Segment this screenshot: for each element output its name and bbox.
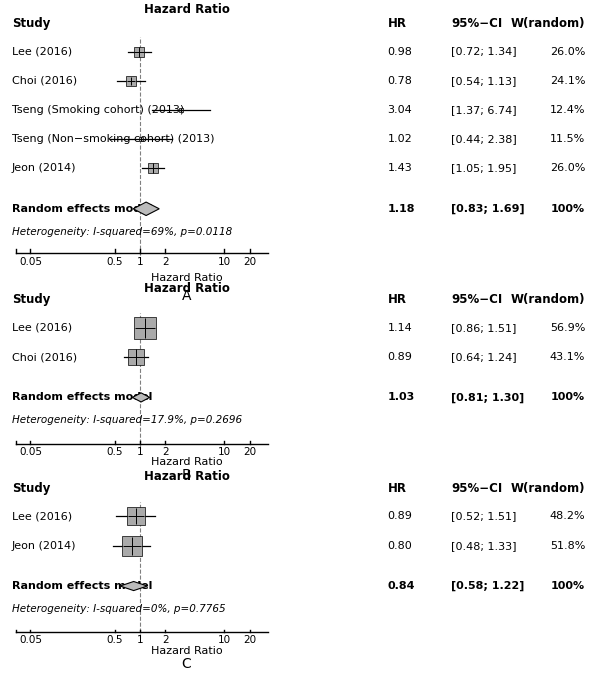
Text: Choi (2016): Choi (2016) — [12, 352, 77, 362]
Polygon shape — [133, 393, 149, 402]
Text: 1.18: 1.18 — [388, 204, 415, 214]
Text: 20: 20 — [243, 447, 256, 457]
Text: [0.54; 1.13]: [0.54; 1.13] — [451, 76, 517, 86]
Text: Tseng (Non−smoking cohort) (2013): Tseng (Non−smoking cohort) (2013) — [12, 134, 215, 144]
Text: 95%−CI: 95%−CI — [451, 482, 503, 495]
Text: [0.86; 1.51]: [0.86; 1.51] — [451, 323, 517, 333]
Polygon shape — [133, 202, 159, 216]
Text: Tseng (Smoking cohort) (2013): Tseng (Smoking cohort) (2013) — [12, 105, 184, 115]
Text: 0.80: 0.80 — [388, 541, 412, 551]
Text: Random effects model: Random effects model — [12, 581, 152, 591]
Text: Hazard Ratio: Hazard Ratio — [151, 273, 223, 283]
Text: 95%−CI: 95%−CI — [451, 294, 503, 306]
Text: 0.05: 0.05 — [19, 635, 42, 645]
Text: Hazard Ratio: Hazard Ratio — [143, 3, 230, 15]
Text: 0.89: 0.89 — [388, 352, 412, 362]
Text: [0.83; 1.69]: [0.83; 1.69] — [451, 204, 525, 214]
Text: B: B — [182, 468, 191, 482]
Text: Lee (2016): Lee (2016) — [12, 323, 72, 333]
Text: Jeon (2014): Jeon (2014) — [12, 541, 77, 551]
Text: HR: HR — [388, 482, 406, 495]
Text: 26.0%: 26.0% — [550, 47, 585, 56]
Text: 1.43: 1.43 — [388, 164, 412, 173]
Text: 12.4%: 12.4% — [550, 105, 585, 115]
Text: HR: HR — [388, 17, 406, 30]
Text: 1.02: 1.02 — [388, 134, 412, 144]
Text: 0.05: 0.05 — [19, 257, 42, 267]
Text: [0.44; 2.38]: [0.44; 2.38] — [451, 134, 517, 144]
Text: 51.8%: 51.8% — [550, 541, 585, 551]
Text: 1: 1 — [137, 635, 143, 645]
Text: 2: 2 — [162, 447, 169, 457]
Text: Hazard Ratio: Hazard Ratio — [143, 470, 230, 483]
Text: 1: 1 — [137, 447, 143, 457]
Text: 56.9%: 56.9% — [550, 323, 585, 333]
Text: 43.1%: 43.1% — [550, 352, 585, 362]
Text: 0.05: 0.05 — [19, 447, 42, 457]
Text: Choi (2016): Choi (2016) — [12, 76, 77, 86]
Text: 0.5: 0.5 — [106, 635, 123, 645]
Text: W(random): W(random) — [511, 17, 585, 30]
Text: W(random): W(random) — [511, 294, 585, 306]
Text: [0.52; 1.51]: [0.52; 1.51] — [451, 512, 517, 521]
Text: 10: 10 — [218, 257, 231, 267]
Text: 0.89: 0.89 — [388, 512, 412, 521]
Text: 0.78: 0.78 — [388, 76, 412, 86]
Text: 48.2%: 48.2% — [550, 512, 585, 521]
Text: [0.81; 1.30]: [0.81; 1.30] — [451, 393, 524, 402]
Text: 0.98: 0.98 — [388, 47, 412, 56]
Text: Heterogeneity: I-squared=17.9%, p=0.2696: Heterogeneity: I-squared=17.9%, p=0.2696 — [12, 416, 242, 425]
Text: 1.14: 1.14 — [388, 323, 412, 333]
Text: 1: 1 — [137, 257, 143, 267]
Text: Random effects model: Random effects model — [12, 204, 152, 214]
Text: Study: Study — [12, 17, 50, 30]
Text: [1.37; 6.74]: [1.37; 6.74] — [451, 105, 517, 115]
Text: Study: Study — [12, 482, 50, 495]
Text: [0.58; 1.22]: [0.58; 1.22] — [451, 581, 525, 591]
Text: 10: 10 — [218, 447, 231, 457]
Text: 26.0%: 26.0% — [550, 164, 585, 173]
Text: Hazard Ratio: Hazard Ratio — [143, 281, 230, 294]
Text: Hazard Ratio: Hazard Ratio — [151, 646, 223, 656]
Polygon shape — [120, 581, 148, 591]
Text: 100%: 100% — [551, 204, 585, 214]
Text: 10: 10 — [218, 635, 231, 645]
Text: [0.72; 1.34]: [0.72; 1.34] — [451, 47, 517, 56]
Text: 2: 2 — [162, 257, 169, 267]
Text: Lee (2016): Lee (2016) — [12, 47, 72, 56]
Text: HR: HR — [388, 294, 406, 306]
Text: Heterogeneity: I-squared=69%, p=0.0118: Heterogeneity: I-squared=69%, p=0.0118 — [12, 227, 232, 237]
Text: Hazard Ratio: Hazard Ratio — [151, 457, 223, 468]
Text: A: A — [182, 289, 191, 303]
Text: Random effects model: Random effects model — [12, 393, 152, 402]
Text: Heterogeneity: I-squared=0%, p=0.7765: Heterogeneity: I-squared=0%, p=0.7765 — [12, 604, 226, 614]
Text: Study: Study — [12, 294, 50, 306]
Text: 100%: 100% — [551, 393, 585, 402]
Text: 0.5: 0.5 — [106, 447, 123, 457]
Text: [0.48; 1.33]: [0.48; 1.33] — [451, 541, 517, 551]
Text: 1.03: 1.03 — [388, 393, 415, 402]
Text: 20: 20 — [243, 635, 256, 645]
Text: Lee (2016): Lee (2016) — [12, 512, 72, 521]
Text: 11.5%: 11.5% — [550, 134, 585, 144]
Text: 24.1%: 24.1% — [550, 76, 585, 86]
Text: W(random): W(random) — [511, 482, 585, 495]
Text: 3.04: 3.04 — [388, 105, 412, 115]
Text: [0.64; 1.24]: [0.64; 1.24] — [451, 352, 517, 362]
Text: C: C — [182, 657, 191, 671]
Text: 0.5: 0.5 — [106, 257, 123, 267]
Text: Jeon (2014): Jeon (2014) — [12, 164, 77, 173]
Text: 0.84: 0.84 — [388, 581, 415, 591]
Text: [1.05; 1.95]: [1.05; 1.95] — [451, 164, 517, 173]
Text: 2: 2 — [162, 635, 169, 645]
Text: 95%−CI: 95%−CI — [451, 17, 503, 30]
Text: 20: 20 — [243, 257, 256, 267]
Text: 100%: 100% — [551, 581, 585, 591]
